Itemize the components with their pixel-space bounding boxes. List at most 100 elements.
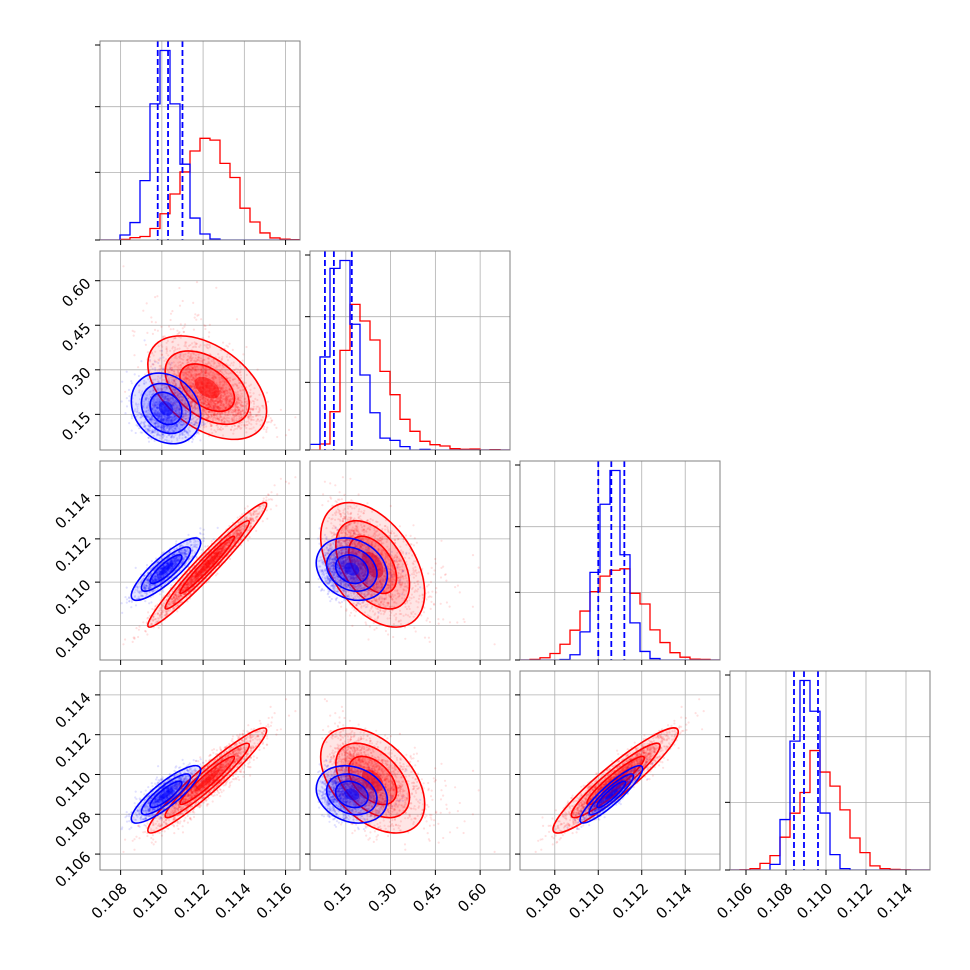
sample-point — [133, 335, 135, 337]
sample-point — [266, 509, 268, 511]
sample-point — [247, 505, 249, 507]
sample-point — [144, 339, 146, 341]
sample-point — [232, 349, 234, 351]
panel-content-1-0 — [100, 251, 314, 460]
sample-point — [288, 482, 290, 484]
sample-point — [156, 295, 158, 297]
sample-point — [275, 505, 277, 507]
sample-point — [280, 478, 282, 480]
sample-point — [270, 508, 272, 510]
sample-point — [147, 611, 149, 613]
sample-point — [152, 333, 154, 335]
sample-point — [236, 318, 238, 320]
sample-point — [228, 343, 230, 345]
sample-point — [266, 421, 268, 423]
sample-point — [161, 623, 163, 625]
sample-point — [266, 518, 268, 520]
sample-point — [263, 498, 265, 500]
sample-point — [288, 429, 290, 431]
sample-point — [209, 324, 211, 326]
sample-point — [257, 369, 259, 371]
sample-point — [215, 287, 217, 289]
sample-point — [130, 380, 132, 382]
sample-point — [276, 436, 278, 438]
sample-point — [145, 630, 147, 632]
panel-0-0 — [95, 41, 300, 245]
sample-point — [268, 415, 270, 417]
sample-point — [135, 627, 137, 629]
sample-point — [138, 629, 140, 631]
sample-point — [183, 331, 185, 333]
sample-point — [176, 330, 178, 332]
sample-point — [285, 434, 287, 436]
sample-point — [157, 330, 159, 332]
sample-point — [195, 319, 197, 321]
sample-point — [146, 332, 148, 334]
sample-point — [132, 330, 134, 332]
sample-point — [294, 416, 296, 418]
sample-point — [178, 287, 180, 289]
sample-point — [265, 429, 267, 431]
sample-point — [140, 360, 142, 362]
sample-point — [155, 321, 157, 323]
sample-point — [245, 346, 247, 348]
sample-point — [168, 325, 170, 327]
sample-point — [266, 392, 268, 394]
sample-point — [196, 315, 198, 317]
sample-point — [225, 345, 227, 347]
sample-point — [124, 638, 126, 640]
sample-point — [160, 326, 162, 328]
sample-point — [158, 627, 160, 629]
sample-point — [126, 371, 128, 373]
sample-point — [237, 517, 239, 519]
sample-point — [266, 427, 268, 429]
sample-point — [247, 539, 249, 541]
sample-point — [249, 536, 251, 538]
sample-point — [194, 313, 196, 315]
sample-point — [242, 353, 244, 355]
sample-point — [162, 336, 164, 338]
sample-point — [124, 391, 126, 393]
sample-point — [128, 389, 130, 391]
sample-point — [126, 397, 128, 399]
panel-1-1 — [305, 251, 510, 455]
sample-point — [137, 636, 139, 638]
sample-point — [270, 417, 272, 419]
sample-point — [222, 342, 224, 344]
sample-point — [171, 310, 173, 312]
sample-point — [170, 328, 172, 330]
sample-point — [280, 409, 282, 411]
sample-point — [131, 430, 133, 432]
y-tick-label: 0.45 — [58, 319, 94, 355]
panel-content-1-1 — [310, 251, 510, 450]
sample-point — [182, 300, 184, 302]
sample-point — [146, 633, 148, 635]
sample-point — [134, 373, 136, 375]
sample-point — [199, 439, 201, 441]
sample-point — [131, 415, 133, 417]
y-tick-label: 0.60 — [58, 275, 94, 311]
sample-point — [242, 360, 244, 362]
sample-point — [270, 498, 272, 500]
sample-point — [151, 321, 153, 323]
sample-point — [211, 540, 213, 542]
sample-point — [137, 366, 139, 368]
sample-point — [147, 351, 149, 353]
sample-point — [200, 318, 202, 320]
sample-point — [204, 325, 206, 327]
panel-content-0-0 — [100, 41, 300, 240]
sample-point — [267, 401, 269, 403]
sample-point — [265, 431, 267, 433]
sample-point — [122, 265, 124, 267]
sample-point — [128, 400, 130, 402]
sample-point — [274, 424, 276, 426]
sample-point — [207, 545, 209, 547]
y-tick-label: 0.15 — [58, 408, 94, 444]
sample-point — [182, 327, 184, 329]
sample-point — [312, 432, 314, 434]
sample-point — [191, 441, 193, 443]
sample-point — [128, 422, 130, 424]
y-tick-label: 0.30 — [58, 364, 94, 400]
sample-point — [154, 296, 156, 298]
sample-point — [285, 481, 287, 483]
